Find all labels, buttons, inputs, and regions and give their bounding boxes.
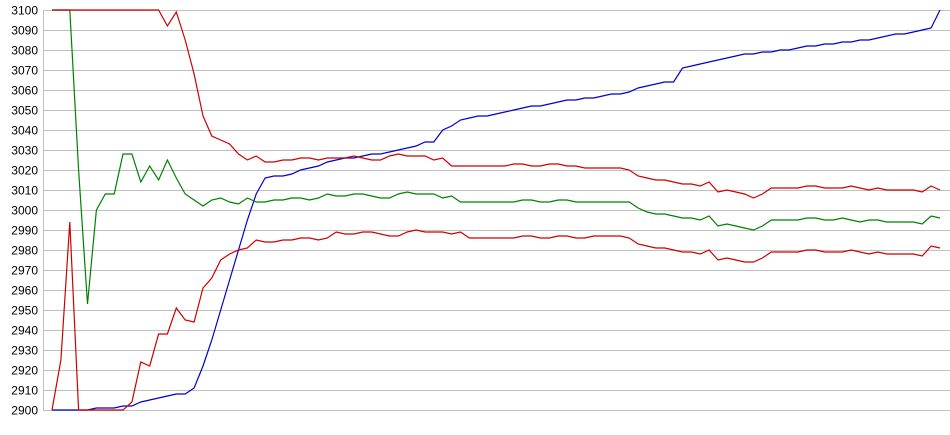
- y-tick-label: 2980: [11, 244, 38, 258]
- y-axis-ticks: 3100 3090 3080 3070 3060 3050 3040 3030 3020 3010…: [11, 4, 38, 418]
- y-tick-label: 3070: [11, 64, 38, 78]
- y-tick-label: 2940: [11, 324, 38, 338]
- y-tick-label: 3060: [11, 84, 38, 98]
- series-line-2: [52, 9, 941, 199]
- y-tick-label: 3050: [11, 104, 38, 118]
- y-tick-label: 3090: [11, 24, 38, 38]
- y-tick-label: 2960: [11, 284, 38, 298]
- y-tick-label: 2990: [11, 224, 38, 238]
- y-tick-label: 2900: [11, 404, 38, 418]
- y-tick-label: 3030: [11, 144, 38, 158]
- y-tick-label: 2970: [11, 264, 38, 278]
- y-tick-label: 2920: [11, 364, 38, 378]
- y-tick-label: 3080: [11, 44, 38, 58]
- y-tick-label: 3100: [11, 4, 38, 18]
- y-tick-label: 3020: [11, 164, 38, 178]
- series-line-0: [52, 9, 941, 411]
- series-line-3: [51, 221, 941, 411]
- y-tick-label: 2950: [11, 304, 38, 318]
- y-tick-label: 3010: [11, 184, 38, 198]
- series-lines: [51, 9, 941, 411]
- gridlines: [43, 10, 950, 411]
- y-tick-label: 2930: [11, 344, 38, 358]
- series-line-1: [52, 9, 941, 305]
- y-tick-label: 3000: [11, 204, 38, 218]
- y-tick-label: 3040: [11, 124, 38, 138]
- y-tick-label: 2910: [11, 384, 38, 398]
